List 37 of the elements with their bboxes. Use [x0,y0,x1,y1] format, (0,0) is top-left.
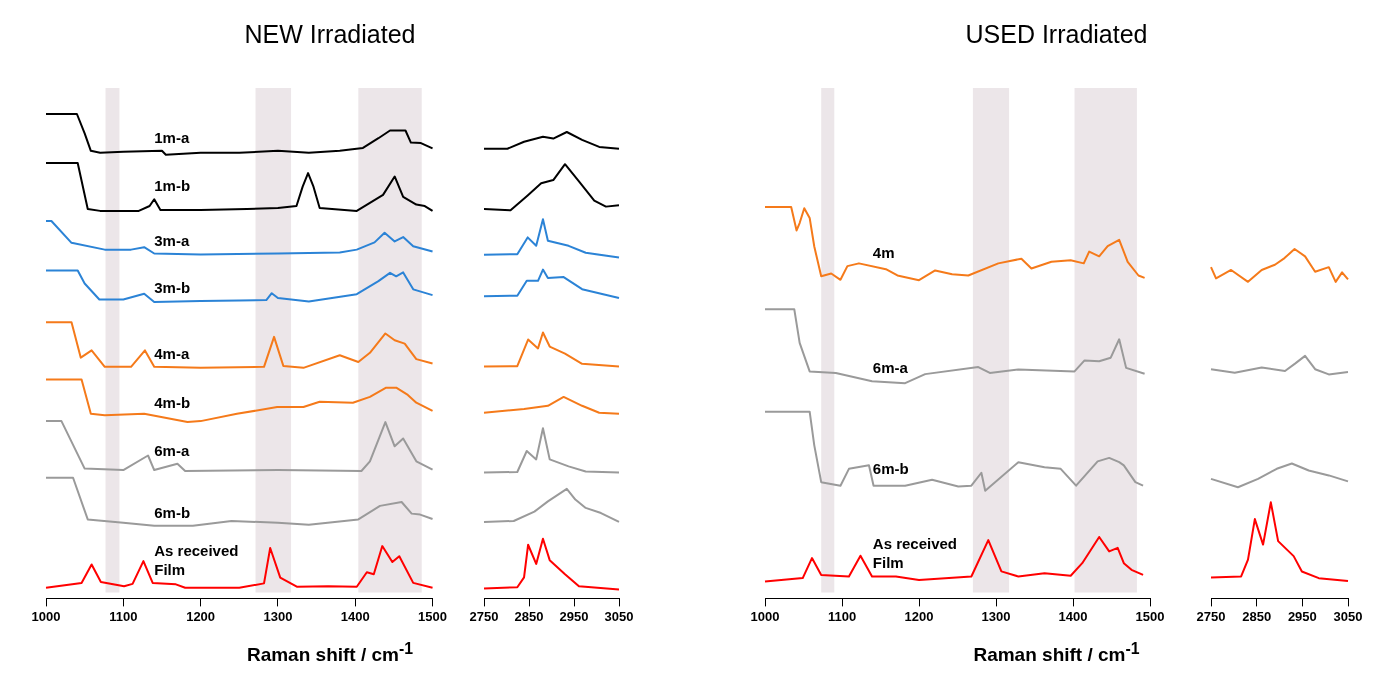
series-label: 6m-a [872,359,909,377]
x-tick-label: 2950 [1287,608,1317,624]
chart-title: NEW Irradiated [244,20,416,49]
x-tick-label: 1200 [186,608,216,624]
chart-title: USED Irradiated [965,20,1148,49]
x-tick-label: 1000 [31,608,61,624]
x-tick-label: 1100 [827,608,857,624]
x-tick-label: 1400 [340,608,370,624]
x-tick-label: 1400 [1058,608,1088,624]
x-tick-label: 3050 [1333,608,1363,624]
series-label: 4m [872,244,895,262]
x-tick-label: 1500 [418,608,447,624]
x-tick-label: 2950 [559,608,589,624]
x-tick-label: 2850 [1242,608,1272,624]
x-tick-label: 1000 [750,608,780,624]
x-tick-label: 1100 [109,608,138,624]
series-label: 3m-a [154,231,190,249]
x-tick-label: 1200 [904,608,934,624]
x-tick-label: 3050 [604,608,634,624]
series-label: 1m-a [154,128,190,146]
x-tick-label: 2750 [1196,608,1226,624]
x-tick-label: 1300 [263,608,293,624]
series-label: As received Film [154,542,239,578]
series-label: 4m-a [154,344,190,362]
series-label: 6m-b [872,460,909,478]
x-tick-label: 2750 [469,608,499,624]
series-label: 1m-b [154,177,191,195]
x-axis-title: Raman shift / cm$^{-1}$ [246,640,414,667]
series-label: 6m-b [154,503,191,521]
series-label: 4m-b [154,393,191,411]
series-label: 6m-a [154,441,190,459]
x-tick-label: 1300 [981,608,1011,624]
series-label: 3m-b [154,279,191,297]
x-axis-title: Raman shift / cm$^{-1}$ [973,640,1140,667]
series-label: As received Film [872,535,958,572]
x-tick-label: 2850 [514,608,544,624]
x-tick-label: 1500 [1135,608,1165,624]
